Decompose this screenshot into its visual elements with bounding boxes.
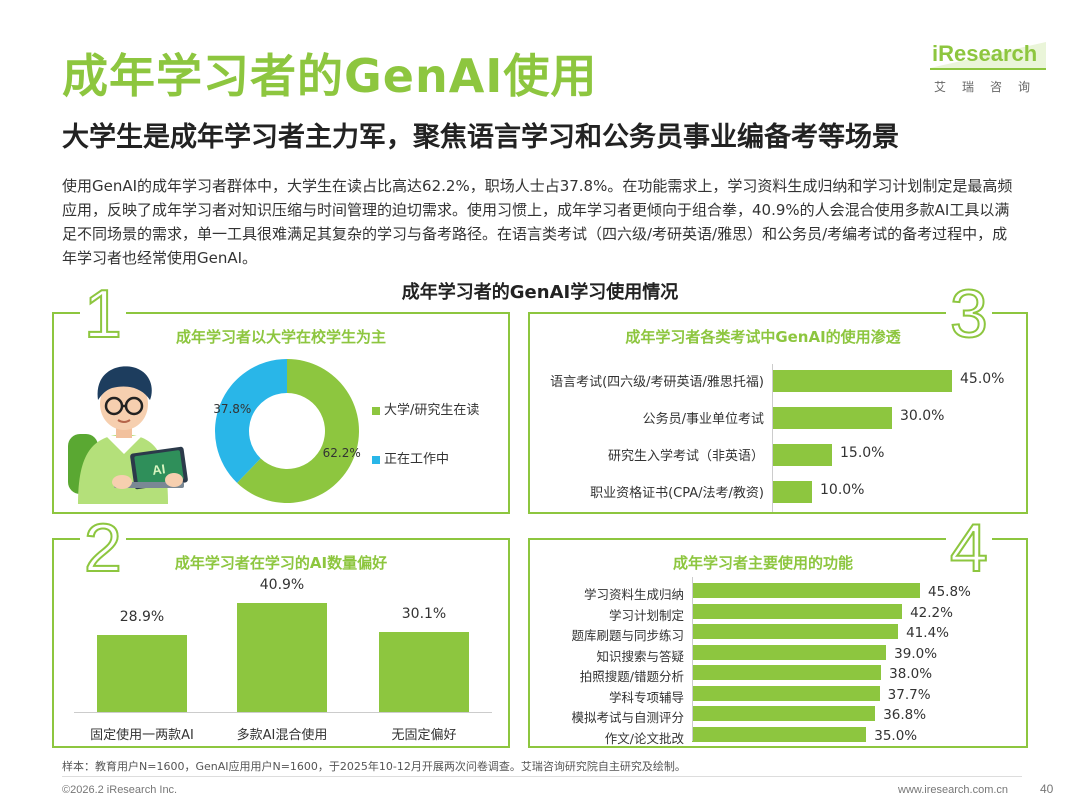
panel-4-number: 4 [946,513,992,583]
ai-count-bar-2 [379,631,469,712]
legend-label-students: 大学/研究生在读 [384,403,480,418]
panel-2: 成年学习者在学习的AI数量偏好 28.9% 固定使用一两款AI 40.9% 多款AI混… [52,538,510,748]
function-value-6: 36.8% [883,707,927,723]
logo-swoosh-icon [930,42,1046,70]
copyright: ©2026.2 iResearch Inc. [62,784,178,796]
function-label-5: 学科专项辅导 [608,689,684,705]
sample-footnote: 样本：教育用户N=1600，GenAI应用用户N=1600，于2025年10-1… [62,760,686,773]
function-bar-0 [692,583,920,598]
donut-label-1: 37.8% [213,402,251,416]
student-illustration: AI [68,366,188,504]
function-bar-7 [692,726,867,742]
function-value-1: 42.2% [910,604,953,621]
panel-2-number: 2 [80,513,126,583]
exam-value-3: 10.0% [820,482,865,498]
function-label-0: 学习资料生成归纳 [583,587,684,602]
function-label-7: 作文/论文批改 [604,730,684,746]
function-value-5: 37.7% [887,686,931,703]
exam-bar-chart: 语言考试(四六级/考研英语/雅思托福) 45.0% 公务员/事业单位考试 30.0% 研… [530,314,1030,516]
website-link[interactable]: www.iresearch.com.cn [898,784,1009,796]
panel-4: 成年学习者主要使用的功能 学习资料生成归纳 45.8% 学习计划制定 42.2% 题库刷… [528,538,1028,748]
donut-chart: 62.2% 37.8% [213,359,361,503]
ai-count-bar-0 [97,634,187,712]
ai-count-value-1: 40.9% [259,576,305,593]
function-label-1: 学习计划制定 [608,607,684,623]
footer-divider [62,776,1022,777]
legend-item-students: 大学/研究生在读 [372,399,479,418]
exam-bar-3 [772,481,812,503]
function-bar-4 [692,665,882,680]
function-bar-5 [692,685,880,701]
iresearch-logo: iResearch 艾瑞咨询 [928,38,1048,95]
logo-text: iResearch [932,41,1038,66]
function-bar-1 [692,603,903,619]
function-value-2: 41.4% [906,625,949,641]
donut-label-0: 62.2% [323,446,361,460]
function-value-7: 35.0% [874,727,918,744]
panel-4-title: 成年学习者主要使用的功能 [672,554,853,572]
exam-value-2: 15.0% [840,445,885,461]
panel-3-number: 3 [946,279,992,349]
exam-label-0: 语言考试(四六级/考研英语/雅思托福) [550,375,764,390]
exam-label-2: 研究生入学考试（非英语） [607,449,764,464]
exam-bar-1 [772,407,892,429]
logo-subtext: 艾瑞咨询 [934,80,1047,94]
svg-text:AI: AI [151,461,166,478]
panel-1: 成年学习者以大学在校学生为主 AI 62.2% 37.8% 大学/研究生在读 正在… [52,312,510,514]
ai-count-bar-chart: 28.9% 固定使用一两款AI 40.9% 多款AI混合使用 30.1% 无固定偏好 [54,540,512,750]
ai-count-value-0: 28.9% [119,608,165,625]
ai-count-category-0: 固定使用一两款AI [90,728,194,743]
function-value-4: 38.0% [889,666,933,682]
exam-value-1: 30.0% [900,408,945,424]
function-label-2: 题库刷题与同步练习 [571,628,684,643]
function-label-4: 拍照搜题/错题分析 [579,669,684,684]
panel-3: 成年学习者各类考试中GenAI的使用渗透 语言考试(四六级/考研英语/雅思托福)… [528,312,1028,514]
function-bar-2 [692,624,899,639]
ai-count-category-1: 多款AI混合使用 [236,728,328,743]
function-bar-chart: 学习资料生成归纳 45.8% 学习计划制定 42.2% 题库刷题与同步练习 41.4% 知识… [530,540,1030,750]
donut-slice-1 [214,359,287,483]
intro-paragraph: 使用GenAI的成年学习者群体中，大学生在读占比高达62.2%，职场人士占37.… [62,177,1013,267]
donut-slice-0 [237,359,359,503]
exam-axis [772,364,773,512]
function-label-6: 模拟考试与自测评分 [571,710,684,725]
main-chart-title: 成年学习者的GenAI学习使用情况 [401,282,679,303]
exam-value-0: 45.0% [960,371,1005,387]
function-bar-6 [692,706,876,721]
ai-count-bar-1 [237,602,327,712]
function-value-3: 39.0% [894,645,938,662]
function-value-0: 45.8% [928,584,971,600]
ai-count-category-2: 无固定偏好 [391,728,457,743]
ai-count-axis [74,712,492,713]
panel-1-title: 成年学习者以大学在校学生为主 [175,328,386,346]
exam-bar-2 [772,444,832,466]
function-bar-3 [692,644,887,660]
page-subtitle: 大学生是成年学习者主力军，聚焦语言学习和公务员事业编备考等场景 [62,122,899,153]
exam-label-3: 职业资格证书(CPA/法考/教资) [590,486,764,501]
legend-label-workers: 正在工作中 [384,452,450,467]
legend-swatch-students [372,406,380,415]
panel-3-title: 成年学习者各类考试中GenAI的使用渗透 [625,328,901,346]
exam-bar-0 [772,370,952,392]
page-number: 40 [1040,782,1054,796]
function-label-3: 知识搜索与答疑 [596,648,684,664]
exam-label-1: 公务员/事业单位考试 [642,412,764,427]
legend-swatch-workers [372,455,380,464]
function-axis [692,577,693,741]
panel-2-title: 成年学习者在学习的AI数量偏好 [174,554,388,572]
legend-item-workers: 正在工作中 [372,448,449,467]
page-title: 成年学习者的GenAI使用 [62,49,598,103]
panel-1-number: 1 [80,279,126,349]
ai-count-value-2: 30.1% [401,605,447,622]
